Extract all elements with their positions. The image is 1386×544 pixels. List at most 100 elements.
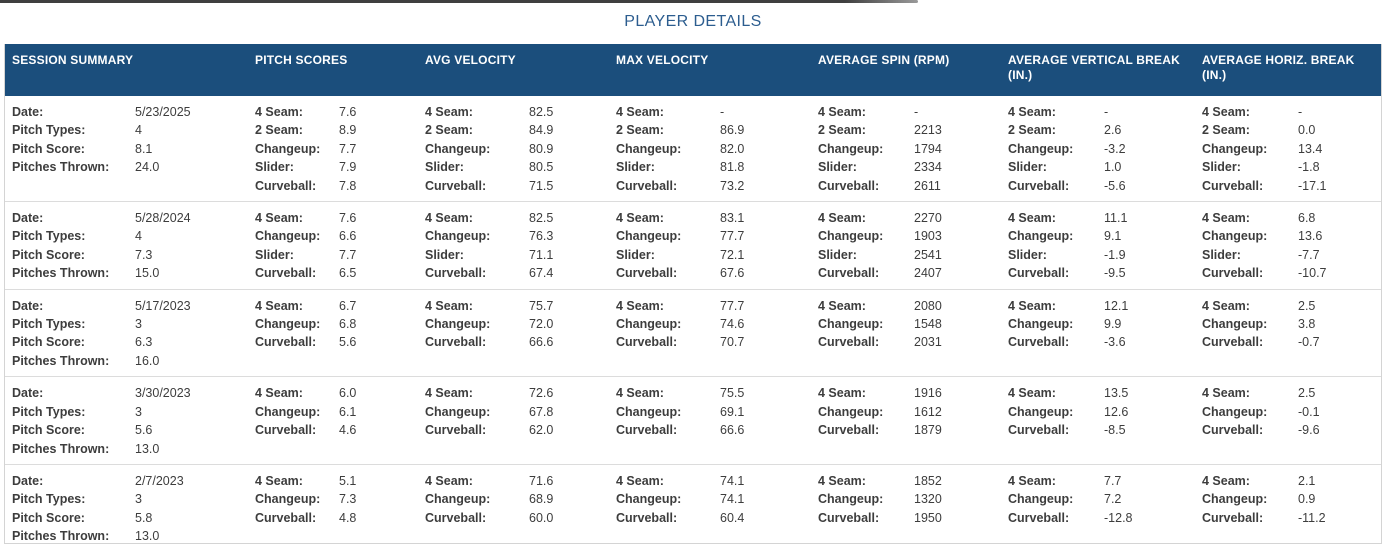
metric-pair: Pitch Score: 5.8 [12,509,244,527]
metric-pair: 4 Seam: 77.7 [616,297,807,315]
metric-pair: Slider: 81.8 [616,158,807,176]
pitch-metric-value: 8.9 [339,123,357,138]
metric-pair: Changeup: 9.1 [1008,227,1191,245]
pitches-thrown-label: Pitches Thrown: [12,529,110,544]
pitch-name-label: Changeup: [1008,404,1074,419]
pitch-types-value: 4 [135,123,142,138]
metric-pair: 4 Seam: 6.8 [1202,209,1378,227]
metric-pair: Pitches Thrown: 16.0 [12,352,244,370]
pitch-metric-value: 77.7 [720,229,745,244]
pitch-metric-value: 1548 [914,317,942,332]
pitch-metric-value: 9.1 [1104,229,1122,244]
pitch-name-label: 4 Seam: [818,211,866,226]
metric-pair: Curveball: 67.6 [616,264,807,282]
session-row: Date: 5/28/2024 Pitch Types: 4 Pitch Score: 7… [5,202,1381,290]
pitch-metric-value: 74.1 [720,492,745,507]
metric-pair: Curveball: 62.0 [425,421,605,439]
metric-pair: 4 Seam: 75.7 [425,297,605,315]
pitch-metric-value: 2407 [914,266,942,281]
metric-pair: Changeup: 13.6 [1202,227,1378,245]
pitch-metric-value: 1852 [914,473,942,488]
pitch-scores-cell: 4 Seam: 6.0 Changeup: 6.1 Curveball: 4.6 [248,384,418,458]
metric-pair: 4 Seam: 13.5 [1008,384,1191,402]
pitch-name-label: Changeup: [616,141,682,156]
metric-pair: 2 Seam: 86.9 [616,121,807,139]
table-body: Date: 5/23/2025 Pitch Types: 4 Pitch Score: 8… [5,96,1381,544]
pitch-score-value: 5.6 [135,423,153,438]
pitch-metric-value: -8.5 [1104,423,1126,438]
metric-pair: Changeup: 72.0 [425,315,605,333]
title-bar: PLAYER DETAILS [0,0,1386,44]
pitch-score-label: Pitch Score: [12,423,85,438]
pitch-metric-value: 2334 [914,160,942,175]
pitch-metric-value: 6.1 [339,404,357,419]
metric-pair: 4 Seam: 2270 [818,209,997,227]
pitch-metric-value: 3.8 [1298,317,1316,332]
pitch-metric-value: -3.2 [1104,141,1126,156]
metric-pair: Slider: -1.9 [1008,246,1191,264]
avg-velocity-cell: 4 Seam: 71.6 Changeup: 68.9 Curveball: 60.0 [418,472,609,544]
pitch-metric-value: 1794 [914,141,942,156]
pitch-name-label: Changeup: [255,404,321,419]
date-value: 5/28/2024 [135,211,191,226]
avg-velocity-cell: 4 Seam: 75.7 Changeup: 72.0 Curveball: 66.6 [418,297,609,371]
pitches-thrown-label: Pitches Thrown: [12,353,110,368]
pitch-name-label: 4 Seam: [1202,473,1250,488]
avg-spin-cell: 4 Seam: 2270 Changeup: 1903 Slider: 2541 Curve… [811,209,1001,283]
pitch-name-label: Slider: [425,247,464,262]
date-value: 3/30/2023 [135,386,191,401]
metric-pair: Pitch Types: 4 [12,121,244,139]
metric-pair: 4 Seam: 2.5 [1202,384,1378,402]
pitch-name-label: Slider: [818,247,857,262]
metric-pair: 4 Seam: 1916 [818,384,997,402]
pitch-name-label: 4 Seam: [425,473,473,488]
pitch-name-label: Curveball: [1202,423,1264,438]
metric-pair: Date: 2/7/2023 [12,472,244,490]
metric-pair: 4 Seam: 6.7 [255,297,414,315]
pitch-name-label: 4 Seam: [818,298,866,313]
metric-pair: Curveball: 1950 [818,509,997,527]
pitch-name-label: Curveball: [818,510,880,525]
pitch-name-label: 4 Seam: [1008,105,1056,119]
pitch-metric-value: 7.6 [339,105,357,119]
pitch-name-label: 4 Seam: [255,211,303,226]
metric-pair: 2 Seam: 8.9 [255,121,414,139]
metric-pair: Curveball: 2611 [818,177,997,195]
pitch-metric-value: 67.6 [720,266,745,281]
pitch-name-label: Slider: [616,247,655,262]
metric-pair: 4 Seam: 5.1 [255,472,414,490]
metric-pair: Curveball: 60.0 [425,509,605,527]
pitch-metric-value: 69.1 [720,404,745,419]
pitch-metric-value: 11.1 [1104,211,1128,226]
metric-pair: 4 Seam: 2080 [818,297,997,315]
pitch-name-label: Curveball: [1008,266,1070,281]
metric-pair: Pitch Score: 7.3 [12,246,244,264]
date-label: Date: [12,211,44,226]
pitch-name-label: 4 Seam: [1008,211,1056,226]
pitch-metric-value: 72.0 [529,317,554,332]
pitch-name-label: Slider: [1008,247,1047,262]
metric-pair: Pitch Types: 3 [12,403,244,421]
pitch-name-label: 4 Seam: [1202,211,1250,226]
pitch-metric-value: 7.8 [339,178,357,193]
pitch-types-value: 3 [135,404,142,419]
pitch-name-label: Changeup: [1008,492,1074,507]
pitch-metric-value: -9.5 [1104,266,1126,281]
pitch-types-label: Pitch Types: [12,317,86,332]
date-value: 5/23/2025 [135,105,191,119]
pitch-metric-value: 5.6 [339,335,357,350]
pitch-name-label: Slider: [255,160,294,175]
pitch-name-label: Slider: [1202,160,1241,175]
pitch-name-label: Curveball: [1202,178,1264,193]
metric-pair: 4 Seam: 75.5 [616,384,807,402]
pitch-name-label: 2 Seam: [255,123,303,138]
pitch-metric-value: 2541 [914,247,942,262]
avg-spin-cell: 4 Seam: 1852 Changeup: 1320 Curveball: 1950 [811,472,1001,544]
metric-pair: Curveball: 5.6 [255,333,414,351]
metric-pair: Changeup: 69.1 [616,403,807,421]
pitch-metric-value: -17.1 [1298,178,1327,193]
session-row: Date: 5/17/2023 Pitch Types: 3 Pitch Score: 6… [5,290,1381,378]
pitch-metric-value: 2031 [914,335,942,350]
avg-horiz-break-cell: 4 Seam: 6.8 Changeup: 13.6 Slider: -7.7 Curveb… [1195,209,1382,283]
pitch-metric-value: 2.5 [1298,386,1316,401]
